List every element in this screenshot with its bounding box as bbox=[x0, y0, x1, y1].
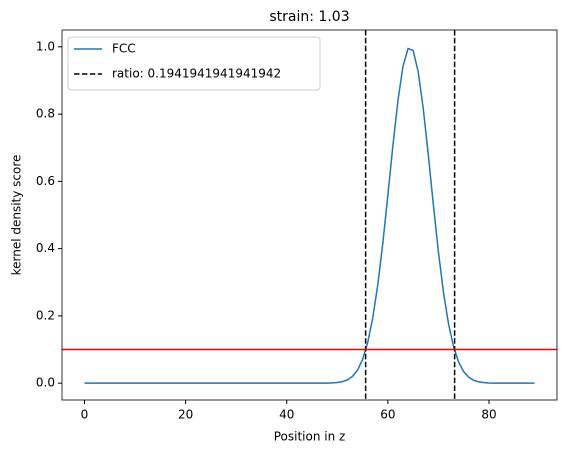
y-tick-label: 0.6 bbox=[36, 174, 55, 188]
legend-label: FCC bbox=[112, 42, 136, 56]
y-tick-label: 0.0 bbox=[36, 376, 55, 390]
x-tick-label: 80 bbox=[481, 408, 496, 422]
y-tick-label: 0.8 bbox=[36, 107, 55, 121]
legend-box bbox=[67, 36, 321, 91]
x-tick-label: 20 bbox=[178, 408, 193, 422]
axes-frame bbox=[61, 29, 558, 401]
x-tick-label: 0 bbox=[81, 408, 89, 422]
y-tick-label: 0.4 bbox=[36, 241, 55, 255]
chart-title: strain: 1.03 bbox=[269, 9, 349, 25]
y-axis-label: kernel density score bbox=[10, 155, 24, 276]
y-tick-label: 0.2 bbox=[36, 308, 55, 322]
x-tick-label: 60 bbox=[380, 408, 395, 422]
line-series bbox=[84, 47, 535, 384]
legend-label: ratio: 0.1941941941941942 bbox=[112, 67, 281, 81]
x-tick-label: 40 bbox=[279, 408, 294, 422]
x-axis-label: Position in z bbox=[274, 430, 346, 444]
y-tick-label: 1.0 bbox=[36, 39, 55, 53]
